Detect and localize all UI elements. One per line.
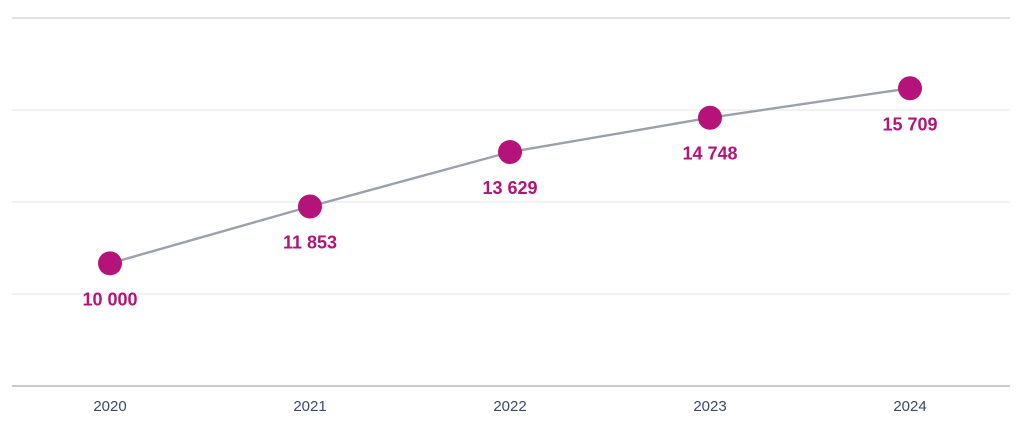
data-point-marker (298, 194, 322, 219)
grid (12, 17, 1010, 295)
data-label: 13 629 (482, 178, 537, 198)
x-tick-label: 2022 (493, 398, 526, 415)
x-tick-label: 2021 (293, 398, 326, 415)
data-point-marker (698, 105, 722, 130)
x-axis: 2020 2021 2022 2023 2024 (12, 385, 1010, 415)
series-group (98, 76, 922, 276)
data-point-marker (98, 251, 122, 276)
data-label: 11 853 (283, 233, 337, 253)
data-label: 15 709 (882, 114, 937, 134)
data-label: 14 748 (682, 144, 737, 164)
x-tick-label: 2023 (693, 398, 726, 415)
data-point-marker (898, 76, 922, 101)
data-labels: 10 000 11 853 13 629 14 748 15 709 (82, 114, 937, 309)
x-tick-label: 2020 (93, 398, 126, 415)
series-line (108, 87, 912, 265)
data-point-marker (498, 140, 522, 165)
data-label: 10 000 (82, 289, 137, 309)
x-tick-label: 2024 (893, 398, 926, 415)
